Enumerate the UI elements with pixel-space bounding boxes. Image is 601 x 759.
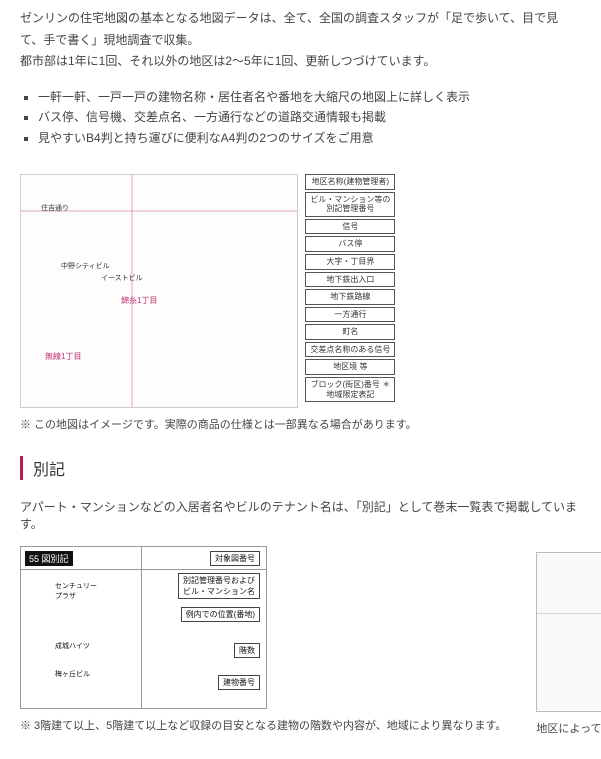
map-building-label: 中野シティビル [61, 261, 110, 271]
intro-paragraph: ゼンリンの住宅地図の基本となる地図データは、全て、全国の調査スタッフが「足で歩い… [20, 8, 581, 73]
legend-item: 地下鉄出入口 [305, 272, 395, 288]
legend-item: ブロック(街区)番号 ＊地域限定表記 [305, 377, 395, 402]
legend-item: 地区境 等 [305, 359, 395, 375]
legend-item: 信号 [305, 219, 395, 235]
bekki-label: 対象図番号 [210, 551, 260, 566]
bekki-underground-map [536, 552, 601, 712]
bekki-building-name: 成城ハイツ [55, 641, 90, 651]
legend-item: 一方通行 [305, 307, 395, 323]
bekki-row: 55 図別記 対象図番号 別記管理番号および ビル・マンション名 例内での位置(… [20, 546, 581, 739]
bekki-header-badge: 55 図別記 [25, 551, 73, 566]
bekki-label: 建物番号 [218, 675, 260, 690]
map-legend: 地区名称(建物管理者) ビル・マンション等の別記管理番号 信号 バス停 大字・丁… [305, 174, 395, 404]
bekki-caption-right: 地区によっては、地下鉄の駅構内、地下街も掲載しています。 [536, 720, 601, 739]
bekki-intro: アパート・マンションなどの入居者名やビルのテナント名は、「別記」として巻末一覧表… [20, 498, 581, 532]
map-sample-image: 錦糸1丁目 無線1丁目 住吉通り 中野シティビル イーストビル [20, 174, 298, 408]
bekki-label: 例内での位置(番地) [181, 607, 260, 622]
legend-item: 大字・丁目界 [305, 254, 395, 270]
bekki-building-name: センチュリー プラザ [55, 581, 97, 601]
feature-list: 一軒一軒、一戸一戸の建物名称・居住者名や番地を大縮尺の地図上に詳しく表示 バス停… [24, 87, 581, 148]
feature-item: 見やすいB4判と持ち運びに便利なA4判の2つのサイズをご用意 [38, 128, 581, 148]
intro-line-1: ゼンリンの住宅地図の基本となる地図データは、全て、全国の調査スタッフが「足で歩い… [20, 11, 558, 47]
bekki-col-left: 55 図別記 対象図番号 別記管理番号および ビル・マンション名 例内での位置(… [20, 546, 506, 736]
bekki-label: 別記管理番号および ビル・マンション名 [178, 573, 260, 599]
map-street-label: 住吉通り [41, 203, 69, 213]
map-caption: ※ この地図はイメージです。実際の商品の仕様とは一部異なる場合があります。 [20, 416, 581, 432]
map-figure: 錦糸1丁目 無線1丁目 住吉通り 中野シティビル イーストビル 地区名称(建物管… [20, 174, 581, 408]
bekki-sample-listing: 55 図別記 対象図番号 別記管理番号および ビル・マンション名 例内での位置(… [20, 546, 267, 709]
map-area-label: 錦糸1丁目 [121, 295, 157, 306]
bekki-building-name: 梅ヶ丘ビル [55, 669, 90, 679]
legend-item: 地下鉄路線 [305, 289, 395, 305]
legend-item: 交差点名称のある信号 [305, 342, 395, 358]
bekki-col-right: 地区によっては、地下鉄の駅構内、地下街も掲載しています。 [536, 552, 601, 739]
map-area-label: 無線1丁目 [45, 351, 81, 362]
feature-item: 一軒一軒、一戸一戸の建物名称・居住者名や番地を大縮尺の地図上に詳しく表示 [38, 87, 581, 107]
legend-item: 地区名称(建物管理者) [305, 174, 395, 190]
legend-item: ビル・マンション等の別記管理番号 [305, 192, 395, 217]
bekki-caption-left: ※ 3階建て以上、5階建て以上など収録の目安となる建物の階数や内容が、地域により… [20, 717, 506, 736]
feature-item: バス停、信号機、交差点名、一方通行などの道路交通情報も掲載 [38, 107, 581, 127]
legend-item: 町名 [305, 324, 395, 340]
legend-item: バス停 [305, 236, 395, 252]
intro-line-2: 都市部は1年に1回、それ以外の地区は2～5年に1回、更新しつづけています。 [20, 54, 435, 68]
section-heading-bekki: 別記 [20, 456, 581, 480]
bekki-label: 階数 [234, 643, 260, 658]
map-building-label: イーストビル [101, 273, 143, 283]
